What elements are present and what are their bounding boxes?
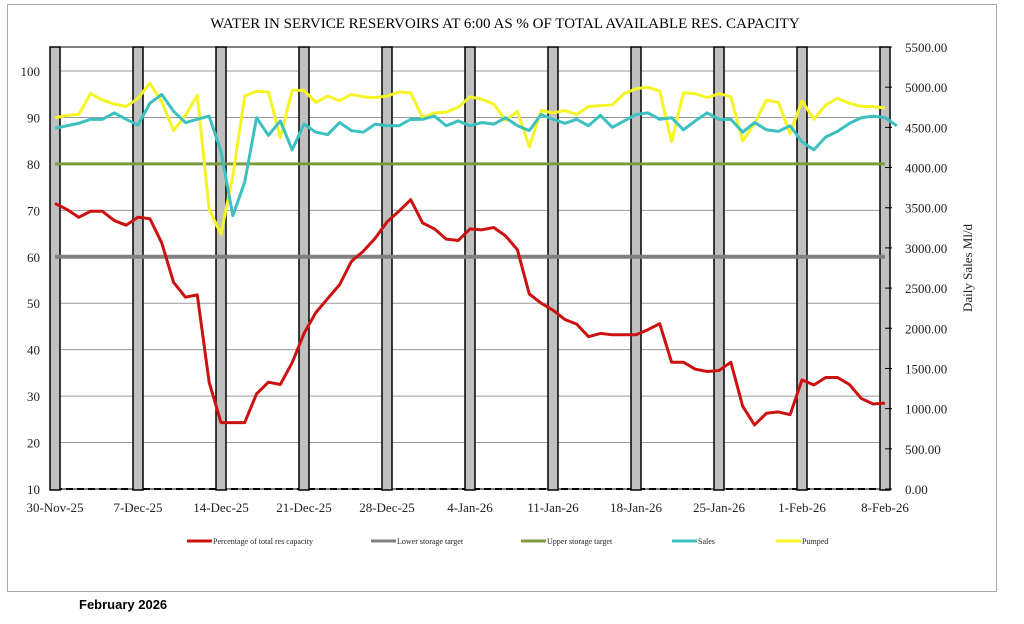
legend-label: Pumped — [802, 537, 828, 546]
left-tick-label: 50 — [27, 296, 40, 311]
week-bar — [879, 46, 891, 491]
x-tick-label: 8-Feb-26 — [861, 500, 909, 515]
legend-item: Upper storage target — [521, 537, 613, 546]
left-tick-label: 20 — [27, 436, 40, 451]
right-tick-label: 1000.00 — [905, 402, 947, 417]
left-tick-label: 10 — [27, 482, 40, 497]
legend-label: Sales — [698, 537, 715, 546]
x-tick-label: 1-Feb-26 — [778, 500, 826, 515]
legend-item: Sales — [672, 537, 715, 546]
right-tick-label: 5000.00 — [905, 80, 947, 95]
week-separator-bars — [49, 46, 891, 491]
x-tick-label: 30-Nov-25 — [26, 500, 83, 515]
x-tick-label: 25-Jan-26 — [693, 500, 745, 515]
week-bar — [215, 46, 227, 491]
series-line-percentage-of-total-res-capacity — [54, 198, 886, 427]
left-tick-label: 40 — [27, 343, 40, 358]
legend-label: Lower storage target — [397, 537, 464, 546]
week-bar — [547, 46, 559, 491]
legend: Percentage of total res capacity Lower st… — [187, 537, 828, 546]
x-tick-label: 7-Dec-25 — [113, 500, 162, 515]
week-bar — [381, 46, 393, 491]
legend-item: Lower storage target — [371, 537, 464, 546]
x-axis-ticks: 30-Nov-25 7-Dec-25 14-Dec-25 21-Dec-25 28-De… — [26, 500, 909, 515]
legend-label: Upper storage target — [547, 537, 613, 546]
right-tick-label: 2500.00 — [905, 281, 947, 296]
week-bar — [49, 46, 61, 491]
x-tick-label: 4-Jan-26 — [447, 500, 493, 515]
week-bar — [132, 46, 144, 491]
left-axis-ticks: 10 20 30 40 50 60 70 80 90 100 — [21, 64, 41, 497]
right-axis-ticks: 0.00 500.00 1000.00 1500.00 2000.00 2500.00 30… — [885, 40, 947, 497]
week-bar — [630, 46, 642, 491]
series-lines — [54, 81, 898, 427]
x-tick-label: 18-Jan-26 — [610, 500, 662, 515]
series-line-pumped — [54, 81, 886, 236]
right-tick-label: 5500.00 — [905, 40, 947, 55]
x-tick-label: 11-Jan-26 — [527, 500, 579, 515]
legend-item: Pumped — [776, 537, 828, 546]
left-tick-label: 60 — [27, 250, 40, 265]
right-tick-label: 500.00 — [905, 442, 941, 457]
week-bar — [713, 46, 725, 491]
left-tick-label: 80 — [27, 157, 40, 172]
right-tick-label: 2000.00 — [905, 321, 947, 336]
right-tick-label: 1500.00 — [905, 361, 947, 376]
right-axis-title: Daily Sales Ml/d — [960, 223, 975, 312]
legend-item: Percentage of total res capacity — [187, 537, 313, 546]
week-bar — [298, 46, 310, 491]
left-tick-label: 30 — [27, 389, 40, 404]
left-tick-label: 90 — [27, 110, 40, 125]
left-tick-label: 100 — [21, 64, 41, 79]
right-tick-label: 3000.00 — [905, 241, 947, 256]
right-tick-label: 0.00 — [905, 482, 928, 497]
series-line-sales — [54, 92, 898, 218]
week-bar — [796, 46, 808, 491]
x-tick-label: 14-Dec-25 — [193, 500, 249, 515]
legend-label: Percentage of total res capacity — [213, 537, 313, 546]
right-tick-label: 4000.00 — [905, 161, 947, 176]
x-tick-label: 28-Dec-25 — [359, 500, 415, 515]
x-tick-label: 21-Dec-25 — [276, 500, 332, 515]
right-tick-label: 3500.00 — [905, 201, 947, 216]
chart-title: WATER IN SERVICE RESERVOIRS AT 6:00 AS %… — [210, 16, 800, 32]
footer-date: February 2026 — [79, 597, 168, 612]
right-tick-label: 4500.00 — [905, 120, 947, 135]
week-bar — [464, 46, 476, 491]
left-tick-label: 70 — [27, 203, 40, 218]
